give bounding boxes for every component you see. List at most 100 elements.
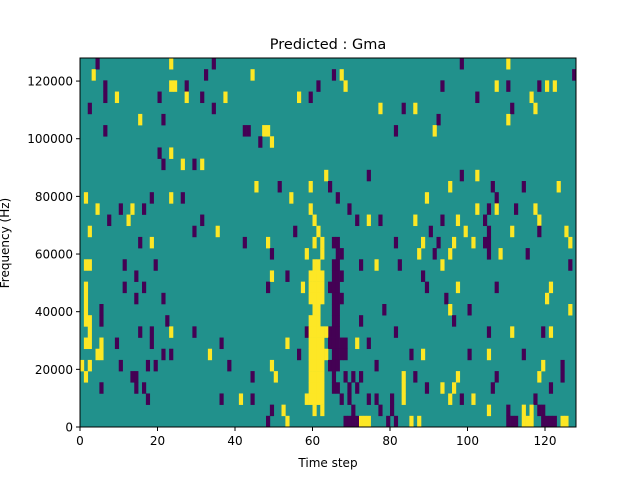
heatmap-cell-low (339, 248, 344, 260)
heatmap-cell-low (328, 181, 333, 193)
heatmap-cell-high (95, 203, 100, 215)
heatmap-cell-low (467, 304, 472, 316)
heatmap-cell-high (432, 125, 437, 137)
heatmap-cell-high (463, 225, 468, 238)
heatmap-cell-high (545, 292, 550, 305)
heatmap-cell-low (122, 259, 127, 271)
heatmap-cell-low (339, 348, 344, 361)
heatmap-cell-high (83, 292, 89, 305)
heatmap-cell-low (343, 348, 348, 361)
heatmap-cell-high (320, 393, 325, 405)
heatmap-cell-high (285, 415, 290, 428)
heatmap-cell-low (343, 415, 348, 428)
heatmap-cell-low (328, 281, 333, 294)
heatmap-cell-low (459, 169, 464, 182)
heatmap-cell-low (180, 192, 185, 204)
heatmap-cell-high (413, 102, 418, 115)
heatmap-cell-low (359, 315, 364, 327)
heatmap-cell-low (428, 225, 433, 238)
heatmap-cell-high (545, 80, 550, 92)
heatmap-cell-low (459, 58, 464, 70)
heatmap-cell-low (486, 203, 492, 215)
heatmap-cell-low (250, 371, 255, 383)
heatmap-cell-high (312, 382, 317, 394)
heatmap-cell-high (533, 203, 538, 215)
heatmap-cell-low (331, 304, 337, 316)
heatmap-cell-low (494, 281, 499, 294)
heatmap-cell-high (316, 315, 321, 327)
heatmap-cell-high (312, 326, 317, 338)
heatmap-cell-high (320, 404, 325, 417)
heatmap-cell-high (320, 270, 325, 282)
heatmap-cell-low (440, 214, 445, 227)
heatmap-cell-low (335, 236, 340, 249)
heatmap-cell-low (436, 113, 441, 126)
x-tick-label: 60 (305, 434, 320, 448)
heatmap-cell-high (316, 225, 321, 238)
heatmap-cell-high (510, 225, 515, 238)
heatmap-cell-low (165, 315, 170, 327)
heatmap-cell-high (537, 214, 542, 227)
heatmap-cell-low (424, 281, 430, 294)
heatmap-cell-high (417, 248, 422, 260)
y-tick-label: 60000 (35, 248, 73, 262)
heatmap-cell-high (506, 58, 511, 70)
heatmap-cell-high (87, 326, 92, 338)
heatmap-cell-high (169, 326, 174, 338)
heatmap-cell-low (331, 337, 337, 350)
heatmap-cell-low (335, 281, 340, 294)
heatmap-cell-low (351, 415, 356, 428)
heatmap-cell-low (378, 404, 383, 417)
heatmap-cell-high (320, 236, 325, 249)
heatmap-cell-high (471, 236, 476, 249)
heatmap-cell-high (494, 203, 499, 215)
heatmap-cell-low (486, 236, 492, 249)
heatmap-cell-low (138, 326, 143, 338)
heatmap-cell-low (335, 292, 340, 305)
heatmap-cell-low (192, 158, 197, 171)
heatmap-cell-high (238, 393, 244, 405)
heatmap-cell-low (304, 326, 309, 338)
heatmap-cell-high (312, 236, 317, 249)
heatmap-cell-low (161, 348, 166, 361)
heatmap-cell-low (355, 382, 360, 394)
heatmap-cell-high (316, 371, 321, 383)
heatmap-cell-high (312, 315, 317, 327)
heatmap-cell-low (138, 236, 143, 249)
heatmap-cell-low (99, 315, 104, 327)
heatmap-cell-low (211, 58, 216, 70)
heatmap-background (80, 58, 576, 427)
heatmap-cell-low (432, 248, 437, 260)
heatmap-cell-low (204, 69, 209, 81)
heatmap-cell-low (351, 371, 356, 383)
heatmap-cell-high (312, 393, 317, 405)
heatmap-cell-low (331, 281, 337, 294)
heatmap-cell-low (548, 415, 554, 428)
heatmap-cell-low (510, 102, 515, 115)
heatmap-cell-high (91, 69, 96, 81)
heatmap-cell-high (308, 326, 313, 338)
heatmap-cell-low (397, 259, 402, 271)
heatmap-cell-high (413, 214, 418, 227)
heatmap-cell-high (130, 203, 135, 215)
heatmap-cell-high (308, 337, 313, 350)
heatmap-cell-high (207, 348, 213, 361)
heatmap-cell-high (281, 404, 286, 417)
heatmap-cell-low (331, 326, 337, 338)
heatmap-cell-low (161, 292, 166, 305)
heatmap-cell-low (393, 415, 399, 428)
heatmap-cell-high (455, 281, 461, 294)
heatmap-cell-high (308, 181, 313, 193)
heatmap-cell-low (413, 371, 418, 383)
heatmap-cell-high (510, 326, 515, 338)
heatmap-cell-high (312, 292, 317, 305)
heatmap-cell-low (200, 91, 205, 104)
heatmap-cell-high (316, 326, 321, 338)
heatmap-cell-high (378, 102, 383, 115)
heatmap-cell-low (99, 304, 104, 316)
heatmap-cell-high (448, 304, 453, 316)
heatmap-cell-low (335, 304, 340, 316)
heatmap-cell-low (378, 214, 383, 227)
heatmap-cell-high (169, 80, 174, 92)
heatmap-cell-low (134, 292, 139, 305)
